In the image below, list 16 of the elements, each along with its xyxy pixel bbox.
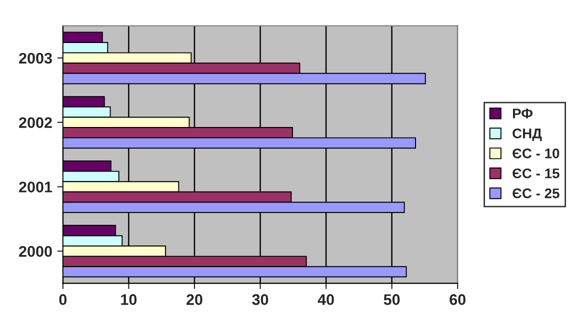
- x-tick-label: 60: [450, 294, 466, 305]
- x-tick-label: 30: [252, 294, 268, 306]
- x-tick-label: 0: [59, 294, 67, 305]
- legend-label: РФ: [512, 108, 533, 118]
- y-tick-label: 2000: [19, 246, 52, 257]
- x-tick-label: 20: [186, 294, 202, 305]
- x-tick-label: 10: [121, 294, 137, 305]
- x-tick-label: 40: [318, 294, 334, 305]
- y-tick-label: 2003: [19, 52, 52, 64]
- y-tick-label: 2001: [19, 182, 52, 192]
- legend-label: ЄС - 25: [512, 188, 560, 198]
- legend-label: СНД: [512, 128, 542, 141]
- x-tick-label: 50: [384, 294, 400, 305]
- y-tick-label: 2002: [19, 117, 52, 128]
- legend-label: ЄС - 10: [512, 148, 560, 158]
- legend-label: ЄС - 15: [512, 168, 560, 178]
